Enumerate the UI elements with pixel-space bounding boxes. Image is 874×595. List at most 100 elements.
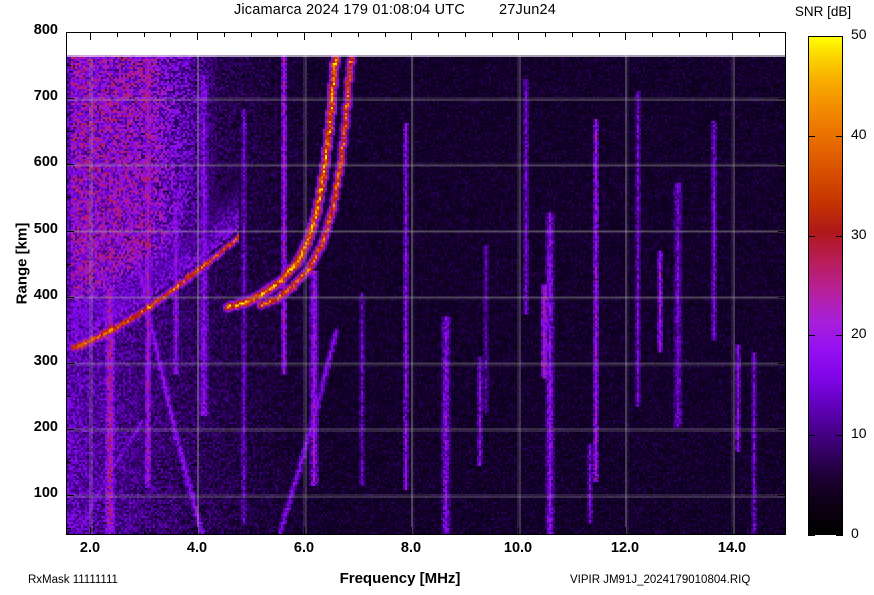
axis-tick [625, 527, 626, 535]
observation-date: 27Jun24 [499, 2, 557, 18]
axis-tick [66, 462, 71, 463]
axis-tick [599, 530, 600, 535]
axis-tick [66, 32, 74, 33]
axis-tick [518, 32, 519, 40]
axis-tick [66, 528, 71, 529]
x-tick-label: 12.0 [610, 540, 640, 556]
page-title: Jicamarca 2024 179 01:08:04 UTC 27Jun24 [0, 2, 790, 18]
axis-tick [572, 530, 573, 535]
y-tick-label: 400 [33, 287, 58, 303]
axis-tick [304, 527, 305, 535]
axis-tick [277, 530, 278, 535]
y-tick-label: 800 [33, 22, 58, 38]
y-tick-label: 600 [33, 154, 58, 170]
axis-tick [778, 495, 786, 496]
colorbar-tick [808, 36, 815, 37]
axis-tick [358, 32, 359, 37]
axis-tick [492, 32, 493, 37]
ionogram-heatmap [67, 33, 785, 534]
axis-tick [759, 32, 760, 37]
axis-tick [545, 530, 546, 535]
colorbar-tick-label: 10 [851, 425, 867, 441]
axis-tick [778, 297, 786, 298]
station-timestamp: Jicamarca 2024 179 01:08:04 UTC [233, 2, 466, 18]
axis-tick [66, 429, 74, 430]
axis-tick [465, 32, 466, 37]
axis-tick [66, 495, 74, 496]
axis-tick [781, 330, 786, 331]
axis-tick [652, 530, 653, 535]
ionogram-plot[interactable] [66, 32, 786, 535]
x-tick-label: 8.0 [400, 540, 422, 556]
snr-colorbar[interactable] [808, 36, 843, 535]
axis-tick [492, 530, 493, 535]
colorbar-tick [836, 236, 843, 237]
axis-tick [778, 32, 786, 33]
axis-tick [66, 297, 74, 298]
axis-tick [781, 197, 786, 198]
axis-tick [251, 32, 252, 37]
axis-tick [518, 527, 519, 535]
colorbar-tick [836, 435, 843, 436]
axis-tick [170, 530, 171, 535]
axis-tick [778, 231, 786, 232]
axis-tick [438, 32, 439, 37]
axis-tick [224, 32, 225, 37]
y-tick-label: 300 [33, 353, 58, 369]
axis-tick [781, 396, 786, 397]
axis-tick [66, 264, 71, 265]
y-tick-label: 200 [33, 419, 58, 435]
axis-tick [251, 530, 252, 535]
axis-tick [66, 98, 74, 99]
axis-tick [277, 32, 278, 37]
axis-tick [385, 32, 386, 37]
axis-tick [224, 530, 225, 535]
axis-tick [465, 530, 466, 535]
axis-tick [781, 264, 786, 265]
y-tick-label: 700 [33, 88, 58, 104]
axis-tick [66, 396, 71, 397]
y-tick-label: 500 [33, 221, 58, 237]
axis-tick [117, 32, 118, 37]
colorbar-tick-label: 0 [851, 525, 859, 541]
x-tick-label: 2.0 [79, 540, 101, 556]
axis-tick [144, 32, 145, 37]
axis-tick [90, 527, 91, 535]
rxmask-label: RxMask 11111111 [28, 574, 118, 586]
axis-tick [304, 32, 305, 40]
axis-tick [385, 530, 386, 535]
axis-tick [117, 530, 118, 535]
axis-tick [66, 131, 71, 132]
axis-tick [197, 32, 198, 40]
axis-tick [778, 98, 786, 99]
colorbar-tick-label: 40 [851, 126, 867, 142]
axis-tick [66, 363, 74, 364]
axis-tick [331, 32, 332, 37]
y-tick-label: 100 [33, 485, 58, 501]
axis-tick [706, 32, 707, 37]
axis-tick [66, 65, 71, 66]
x-tick-label: 10.0 [503, 540, 533, 556]
colorbar-tick [836, 335, 843, 336]
axis-tick [331, 530, 332, 535]
axis-tick [778, 429, 786, 430]
axis-tick [781, 528, 786, 529]
colorbar-title: SNR [dB] [794, 4, 852, 19]
x-tick-label: 6.0 [293, 540, 315, 556]
colorbar-tick [808, 335, 815, 336]
colorbar-tick [808, 435, 815, 436]
axis-tick [90, 32, 91, 40]
x-tick-label: 14.0 [717, 540, 747, 556]
x-axis-label: Frequency [MHz] [339, 570, 461, 587]
colorbar-tick [836, 136, 843, 137]
axis-tick [625, 32, 626, 40]
colorbar-tick [808, 236, 815, 237]
colorbar-tick [808, 136, 815, 137]
axis-tick [66, 164, 74, 165]
axis-tick [652, 32, 653, 37]
axis-tick [411, 32, 412, 40]
axis-tick [778, 164, 786, 165]
axis-tick [732, 527, 733, 535]
axis-tick [679, 32, 680, 37]
axis-tick [197, 527, 198, 535]
